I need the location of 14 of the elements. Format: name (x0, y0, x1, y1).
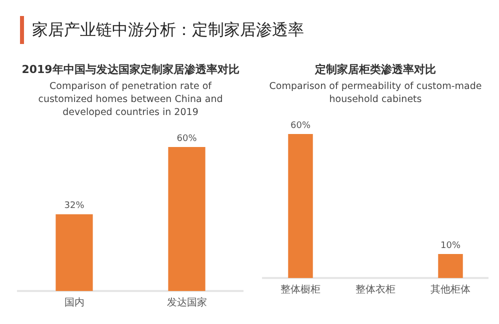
x-tick-label: 国内 (64, 296, 84, 309)
chart-title: 2019年中国与发达国家定制家居渗透率对比 (20, 62, 240, 77)
x-tick-label: 发达国家 (166, 296, 207, 309)
x-tick-label: 其他柜体 (430, 284, 470, 296)
x-tick-label: 整体衣柜 (356, 284, 396, 296)
data-label: 10% (440, 240, 461, 251)
chart-title: 定制家居柜类渗透率对比 (314, 62, 437, 77)
data-label: 60% (290, 120, 311, 131)
x-tick-label: 整体橱柜 (280, 284, 320, 296)
data-label: 32% (64, 201, 85, 212)
chart-subtitle: Comparison of penetration rate of customized homes between China and developed countries in 2019 (37, 80, 224, 119)
chart-subtitle: Comparison of permeability of custom-made household cabinets (268, 80, 483, 106)
data-label: 60% (176, 134, 198, 144)
text: 家居产业链中游分析：定制家居渗透率 (32, 20, 304, 40)
